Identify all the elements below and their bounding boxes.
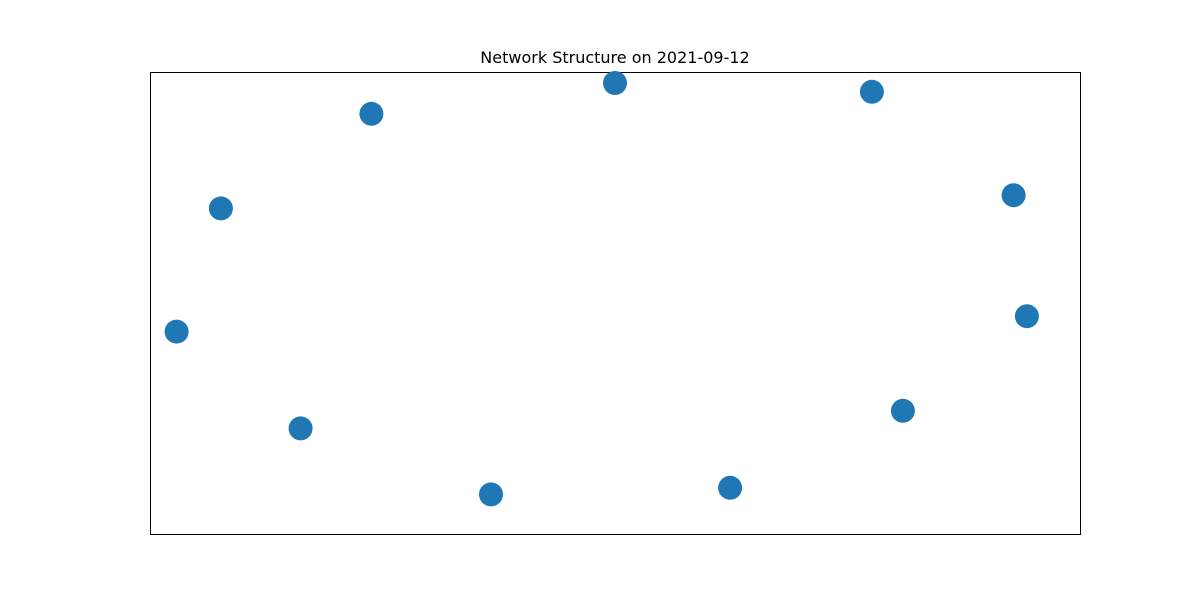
network-node xyxy=(603,71,627,95)
nodes-layer xyxy=(164,71,1039,507)
network-node xyxy=(479,482,503,507)
network-node xyxy=(718,475,743,500)
network-node xyxy=(859,79,884,104)
axes-frame xyxy=(150,72,1081,535)
network-node xyxy=(288,416,313,441)
network-node xyxy=(164,319,189,344)
network-node xyxy=(359,101,384,126)
network-node xyxy=(1001,183,1026,208)
chart-title: Network Structure on 2021-09-12 xyxy=(480,48,750,67)
network-node xyxy=(1014,304,1039,329)
network-node xyxy=(208,196,233,221)
network-node xyxy=(890,398,915,423)
